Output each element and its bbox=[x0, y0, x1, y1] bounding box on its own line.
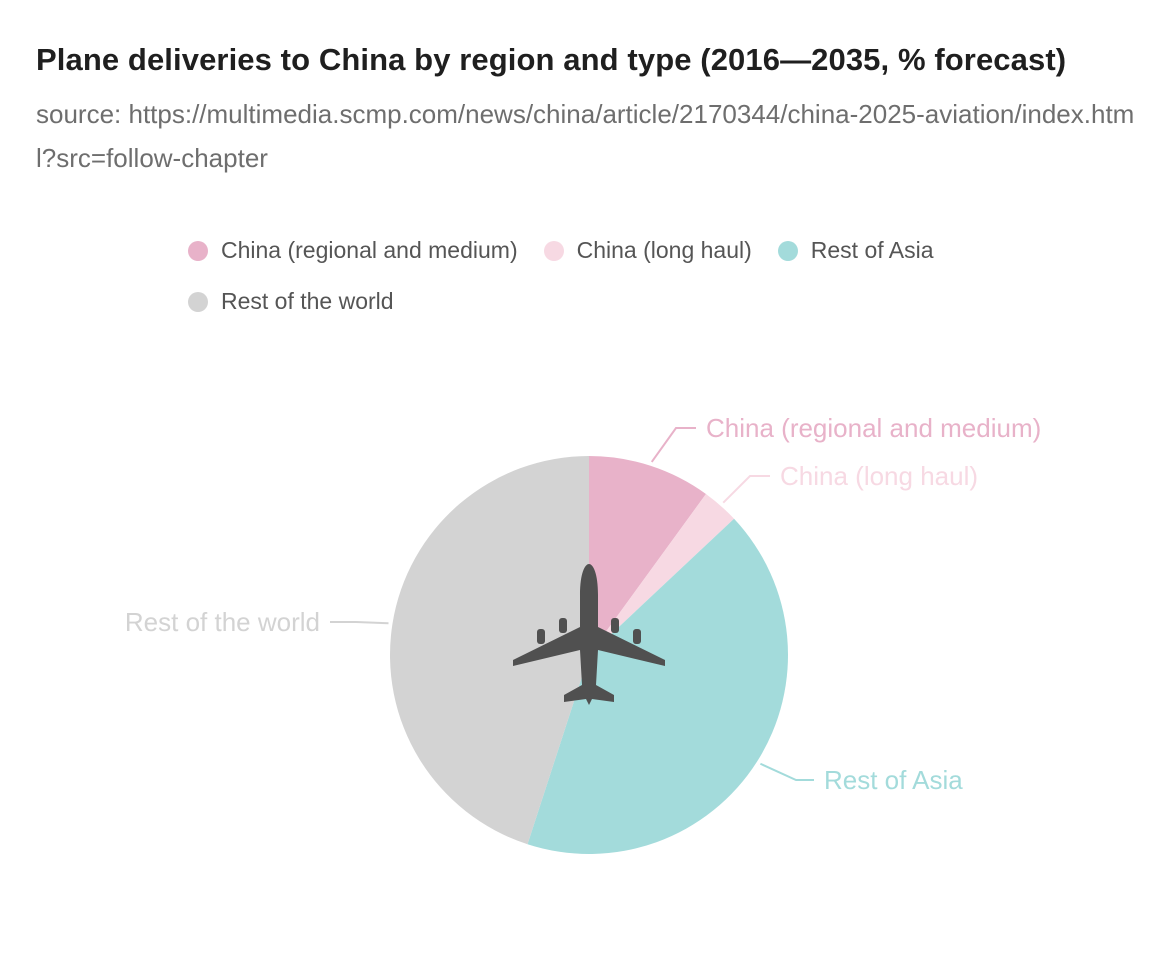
chart-title: Plane deliveries to China by region and … bbox=[36, 42, 1067, 77]
legend-item-rest-of-asia[interactable]: Rest of Asia bbox=[777, 237, 934, 264]
chart-legend: China (regional and medium) China (long … bbox=[188, 225, 1068, 327]
slice-china-long-haul[interactable] bbox=[589, 494, 735, 655]
legend-label: Rest of Asia bbox=[810, 237, 934, 263]
leader-line bbox=[330, 621, 389, 625]
legend-swatch bbox=[543, 240, 564, 261]
legend-row: Rest of the world bbox=[188, 276, 1068, 327]
slice-labels: China (regional and medium) China (long h… bbox=[125, 413, 1041, 795]
legend-label: China (regional and medium) bbox=[221, 237, 518, 263]
leader-line bbox=[722, 475, 770, 504]
airplane-icon bbox=[513, 564, 665, 705]
legend-item-china-regional[interactable]: China (regional and medium) bbox=[188, 237, 518, 264]
legend-label: Rest of the world bbox=[221, 288, 394, 314]
label-leaders bbox=[330, 427, 814, 781]
leader-line bbox=[759, 762, 814, 781]
slice-rest-of-asia[interactable] bbox=[527, 518, 788, 854]
chart-subtitle: source: https://multimedia.scmp.com/news… bbox=[36, 99, 1135, 173]
legend-swatch bbox=[188, 240, 208, 261]
legend-item-rest-of-world[interactable]: Rest of the world bbox=[188, 288, 394, 315]
legend-row: China (regional and medium) China (long … bbox=[188, 225, 1068, 276]
slice-label: Rest of the world bbox=[125, 607, 320, 637]
slice-label: China (regional and medium) bbox=[706, 413, 1041, 443]
slice-label: Rest of Asia bbox=[824, 765, 963, 795]
legend-swatch bbox=[777, 240, 798, 261]
legend-swatch bbox=[188, 291, 208, 312]
legend-label: China (long haul) bbox=[576, 237, 752, 263]
pie-slices bbox=[390, 455, 788, 854]
leader-line bbox=[650, 427, 696, 463]
slice-rest-of-world[interactable] bbox=[390, 455, 589, 845]
slice-label: China (long haul) bbox=[780, 461, 978, 491]
slice-china-regional[interactable] bbox=[589, 456, 706, 655]
legend-item-china-long-haul[interactable]: China (long haul) bbox=[543, 237, 752, 264]
